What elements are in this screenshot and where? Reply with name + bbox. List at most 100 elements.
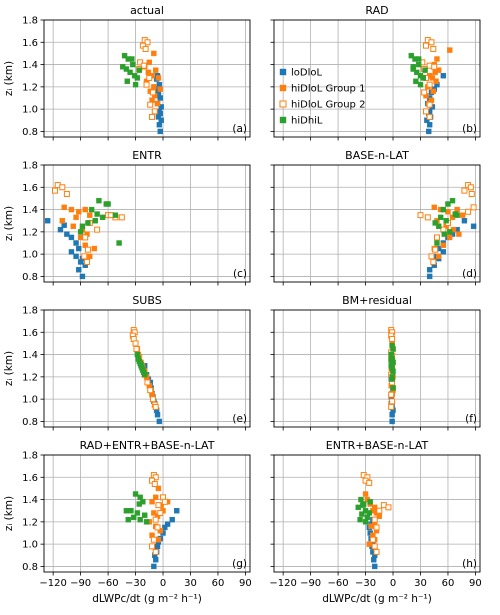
data-point: [59, 184, 66, 191]
data-point: [145, 69, 152, 76]
data-point: [388, 357, 394, 363]
y-tick-label: 1.4: [22, 350, 38, 361]
data-point: [440, 226, 447, 233]
panel-title: BM+residual: [342, 294, 412, 307]
data-point: [61, 222, 67, 228]
data-point: [440, 249, 447, 255]
y-tick-label: 1.8: [22, 16, 38, 27]
data-point: [459, 212, 466, 218]
data-point: [152, 557, 159, 563]
y-tick-label: 0.8: [22, 272, 38, 283]
y-tick-label: 1.4: [22, 205, 38, 216]
data-point: [61, 204, 67, 211]
data-point: [127, 69, 133, 76]
data-point: [426, 122, 433, 128]
panel-label: (c): [233, 268, 247, 280]
data-point: [59, 218, 66, 224]
y-tick-label: 1.0: [22, 540, 38, 551]
data-point: [57, 226, 64, 233]
data-point: [151, 563, 157, 570]
data-point: [373, 548, 380, 555]
axes-frame: [273, 309, 481, 428]
data-point: [132, 491, 139, 497]
data-point: [149, 499, 155, 505]
data-point: [105, 201, 111, 207]
data-point: [134, 75, 141, 81]
data-point: [376, 507, 383, 514]
data-point: [121, 52, 128, 59]
data-point: [467, 184, 474, 191]
data-point: [154, 100, 161, 107]
data-point: [441, 231, 447, 237]
data-point: [77, 259, 84, 265]
y-tick-label: 1.6: [22, 38, 38, 49]
data-point: [87, 212, 93, 218]
data-point: [161, 498, 168, 505]
data-point: [147, 101, 154, 108]
x-tick-label: 60: [442, 578, 455, 589]
axes-frame: [43, 309, 251, 428]
data-point: [131, 514, 137, 521]
data-point: [385, 504, 392, 511]
legend-label: hiDhiL: [291, 116, 323, 127]
y-tick-label: 1.0: [22, 395, 38, 406]
data-point: [82, 234, 89, 241]
y-tick-label: 1.8: [22, 451, 38, 462]
data-point: [432, 220, 438, 226]
data-point: [135, 356, 142, 362]
panel-title: ENTR: [132, 149, 162, 162]
data-point: [371, 557, 377, 563]
data-point: [368, 523, 374, 530]
data-point: [371, 516, 378, 523]
data-point: [376, 513, 382, 519]
legend-marker: [279, 116, 287, 124]
data-point: [434, 240, 440, 246]
y-tick-label: 1.8: [22, 306, 38, 317]
data-point: [99, 214, 106, 221]
data-point: [68, 249, 75, 255]
panel-label: (h): [462, 558, 477, 570]
data-point: [137, 59, 144, 66]
data-point: [120, 64, 126, 70]
data-point: [112, 212, 119, 218]
data-point: [155, 75, 162, 81]
y-tick-label: 0.8: [22, 127, 38, 138]
data-point: [156, 81, 163, 88]
x-tick-label: 30: [414, 578, 427, 589]
data-point: [77, 229, 84, 235]
data-point: [366, 510, 372, 516]
x-tick-label: −120: [269, 578, 296, 589]
data-point: [149, 396, 156, 403]
panel-label: (a): [232, 123, 247, 135]
y-tick-label: 1.0: [22, 250, 38, 261]
data-point: [424, 214, 431, 221]
data-point: [389, 376, 395, 382]
y-tick-label: 1.6: [22, 328, 38, 339]
data-point: [422, 42, 429, 49]
data-point: [388, 391, 395, 398]
data-point: [434, 56, 440, 62]
panel-title: RAD: [365, 4, 388, 17]
data-point: [96, 197, 102, 204]
data-point: [146, 59, 152, 66]
data-point: [410, 64, 416, 70]
data-point: [454, 206, 460, 213]
data-point: [420, 75, 426, 81]
data-point: [440, 206, 447, 213]
data-point: [151, 480, 158, 487]
data-point: [426, 273, 433, 280]
x-tick-label: 90: [469, 578, 482, 589]
data-point: [426, 113, 433, 120]
data-point: [433, 234, 440, 241]
x-tick-label: −120: [39, 578, 66, 589]
data-point: [355, 504, 361, 511]
data-point: [429, 75, 436, 81]
x-tick-label: −60: [328, 578, 349, 589]
data-point: [389, 398, 396, 405]
data-point: [138, 361, 144, 368]
data-point: [461, 187, 468, 194]
panel-b: RAD (b) loDloL hiDloL Group 1 hiDloL Group 2…: [270, 4, 481, 141]
panel-c: ENTR 0.8 1.0 1.2 1.4 1.6 1.8 zᵢ (km) (c): [3, 149, 251, 286]
data-point: [152, 474, 159, 481]
data-point: [125, 516, 131, 523]
